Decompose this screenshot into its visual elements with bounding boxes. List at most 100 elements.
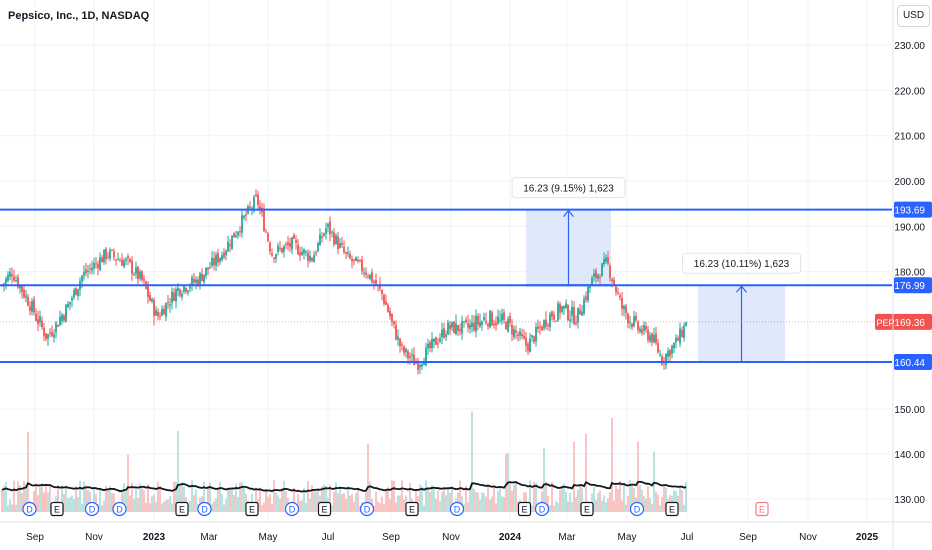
volume-bar bbox=[63, 493, 65, 512]
chart-title: Pepsico, Inc., 1D, NASDAQ bbox=[8, 10, 150, 22]
candle-body bbox=[177, 287, 179, 292]
volume-bar bbox=[181, 482, 183, 512]
candle-body bbox=[109, 250, 111, 259]
candle-body bbox=[89, 268, 91, 270]
volume-bar bbox=[191, 480, 193, 512]
dividend-marker-icon bbox=[534, 501, 550, 517]
event-marker-label: D bbox=[201, 505, 208, 515]
candle-body bbox=[233, 232, 235, 238]
candle-body bbox=[241, 215, 243, 233]
volume-bar bbox=[543, 448, 545, 512]
candle-body bbox=[249, 207, 251, 209]
volume-bar bbox=[329, 484, 331, 512]
candle-body bbox=[361, 259, 363, 272]
volume-bar bbox=[279, 498, 281, 512]
candle-body bbox=[561, 306, 563, 312]
dividend-marker-icon bbox=[629, 501, 645, 517]
volume-bar bbox=[297, 494, 299, 512]
candle-body bbox=[619, 295, 621, 298]
volume-bar bbox=[615, 485, 617, 512]
volume-bar bbox=[281, 487, 283, 512]
candle-body bbox=[17, 277, 19, 288]
candle-body bbox=[501, 313, 503, 321]
candle-body bbox=[41, 320, 43, 328]
x-tick-label: Nov bbox=[799, 532, 817, 543]
x-tick-label: Jul bbox=[681, 532, 694, 543]
candle-body bbox=[369, 274, 371, 279]
candle-body bbox=[45, 333, 47, 339]
candle-body bbox=[455, 323, 457, 335]
volume-bar bbox=[21, 493, 23, 512]
volume-bar bbox=[265, 489, 267, 512]
candle-body bbox=[441, 329, 443, 338]
volume-bar bbox=[563, 483, 565, 512]
volume-bar bbox=[339, 486, 341, 512]
volume-bar bbox=[311, 485, 313, 512]
candle-body bbox=[271, 253, 273, 256]
candle-body bbox=[577, 307, 579, 323]
currency-button[interactable]: USD bbox=[897, 5, 930, 27]
volume-bar bbox=[421, 486, 423, 512]
candle-body bbox=[555, 320, 557, 322]
volume-bar bbox=[129, 495, 131, 512]
volume-bar bbox=[275, 492, 277, 512]
volume-bar bbox=[277, 495, 279, 512]
x-tick-label: May bbox=[618, 532, 637, 543]
candle-body bbox=[223, 252, 225, 258]
volume-bar bbox=[391, 480, 393, 512]
volume-moving-average bbox=[1, 480, 687, 493]
candle-body bbox=[553, 314, 555, 320]
horizontal-level-label: 193.69 bbox=[894, 206, 925, 217]
volume-bar bbox=[73, 499, 75, 512]
candle-body bbox=[329, 221, 331, 235]
event-marker-label: E bbox=[409, 505, 415, 515]
volume-bar bbox=[271, 504, 273, 512]
x-tick-label: May bbox=[259, 532, 278, 543]
volume-bar bbox=[493, 485, 495, 512]
y-tick-label: 180.00 bbox=[894, 268, 925, 279]
candle-body bbox=[551, 311, 553, 317]
candle-body bbox=[393, 320, 395, 325]
candle-body bbox=[527, 343, 529, 351]
price-range-label-box bbox=[682, 252, 801, 274]
candle-body bbox=[203, 274, 205, 283]
candle-body bbox=[379, 283, 381, 289]
volume-bar bbox=[131, 482, 133, 512]
volume-bar bbox=[331, 505, 333, 512]
volume-bar bbox=[175, 481, 177, 512]
volume-bar bbox=[611, 417, 613, 512]
volume-bar bbox=[9, 499, 11, 512]
candle-body bbox=[519, 331, 521, 336]
candle-body bbox=[633, 316, 635, 327]
x-tick-label: 2023 bbox=[143, 532, 166, 543]
candle-body bbox=[5, 278, 7, 284]
volume-bar bbox=[219, 482, 221, 512]
volume-bar bbox=[465, 485, 467, 512]
volume-bar bbox=[87, 490, 89, 512]
volume-bar bbox=[193, 495, 195, 512]
volume-bar bbox=[33, 491, 35, 512]
candle-body bbox=[127, 256, 129, 259]
x-tick-label: Nov bbox=[442, 532, 460, 543]
event-marker-label: D bbox=[539, 505, 546, 515]
candle-body bbox=[661, 356, 663, 365]
candle-body bbox=[563, 305, 565, 309]
volume-bar bbox=[215, 498, 217, 512]
candle-body bbox=[515, 330, 517, 333]
y-tick-label: 140.00 bbox=[894, 450, 925, 461]
volume-bar bbox=[559, 489, 561, 512]
volume-bar bbox=[557, 502, 559, 512]
volume-bar bbox=[61, 485, 63, 512]
candle-body bbox=[391, 313, 393, 322]
volume-bar bbox=[549, 505, 551, 512]
price-range-annotations: 16.23 (9.15%) 1,623 16.23 (10.11%) 1,623 bbox=[511, 177, 801, 364]
volume-bar bbox=[501, 496, 503, 512]
candle-body bbox=[423, 362, 425, 366]
horizontal-levels[interactable]: 193.69 176.99 160.44 PEP 169.36 bbox=[0, 201, 932, 371]
candle-body bbox=[517, 334, 519, 337]
candle-body bbox=[25, 295, 27, 298]
candle-body bbox=[479, 322, 481, 327]
horizontal-level-tag bbox=[894, 277, 932, 294]
